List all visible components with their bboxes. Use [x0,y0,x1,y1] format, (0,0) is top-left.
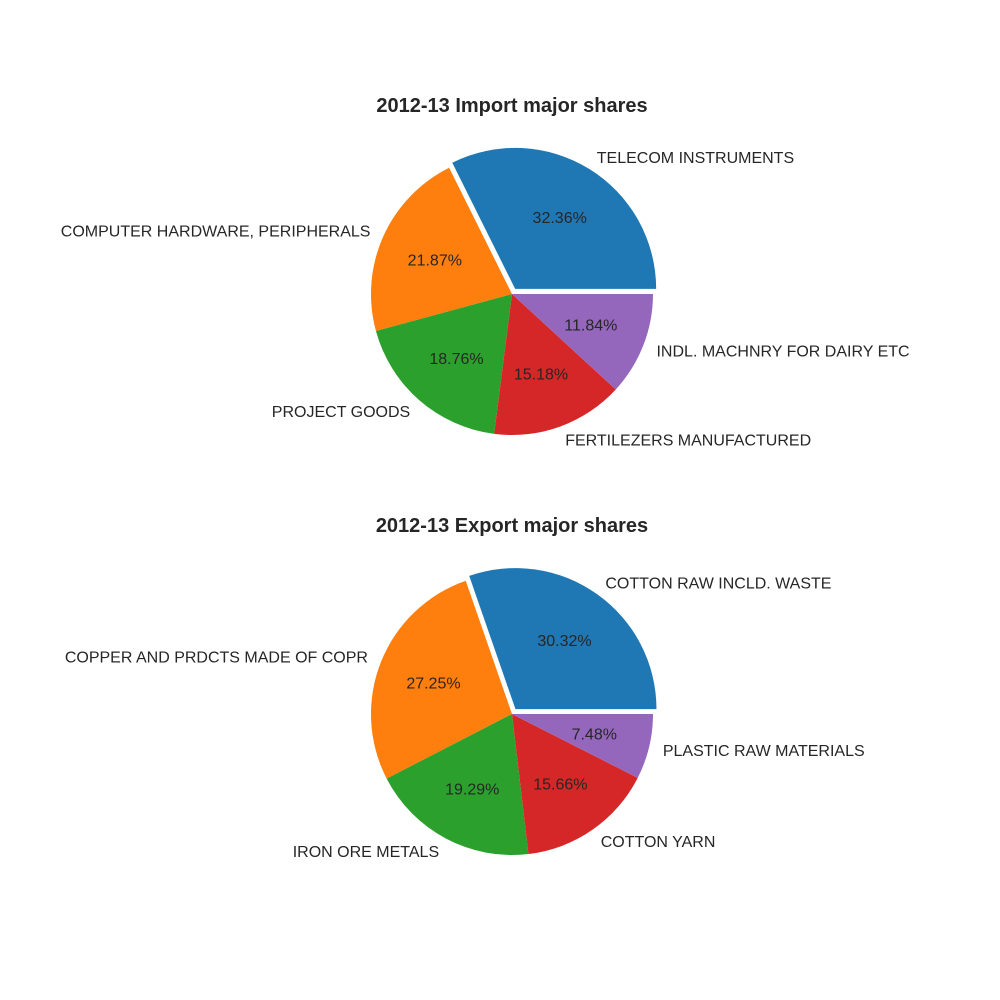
import-slice-1-percent: 21.87% [408,252,462,269]
export-pie: 30.32% COTTON RAW INCLD. WASTE 27.25% COPPE… [65,568,865,861]
import-slice-1 [371,167,512,331]
import-slice-3-percent: 15.18% [514,366,568,383]
import-pie: 32.36% TELECOM INSTRUMENTS 21.87% COMPUTER … [61,147,910,450]
import-slice-4-label: INDL. MACHNRY FOR DAIRY ETC [656,343,909,360]
export-slice-4-percent: 7.48% [572,727,617,744]
import-slice-2-percent: 18.76% [429,351,483,368]
import-slice-4-percent: 11.84% [564,318,617,335]
export-slice-3-percent: 15.66% [533,776,587,793]
import-slice-3 [494,294,616,435]
import-slice-2 [375,294,512,434]
import-slice-0-label: TELECOM INSTRUMENTS [597,150,794,167]
import-slice-3-label: FERTILEZERS MANUFACTURED [565,433,811,450]
export-slice-2-label: IRON ORE METALS [293,844,439,861]
import-slice-0-percent: 32.36% [533,210,587,227]
import-slice-2-label: PROJECT GOODS [272,404,410,421]
export-slice-3-label: COTTON YARN [601,834,716,851]
export-slice-3 [512,714,638,855]
import-slice-4 [512,294,653,390]
export-slice-0 [469,568,657,710]
export-chart-title: 2012-13 Export major shares [376,515,648,537]
import-slice-1-label: COMPUTER HARDWARE, PERIPHERALS [61,224,371,241]
export-slice-0-label: COTTON RAW INCLD. WASTE [605,576,831,593]
export-slice-4-label: PLASTIC RAW MATERIALS [663,743,865,760]
import-chart-title: 2012-13 Import major shares [376,95,647,117]
export-slice-1-percent: 27.25% [406,676,460,693]
export-slice-0-percent: 30.32% [537,633,591,650]
export-slice-1 [371,580,512,779]
import-slice-0 [452,147,657,289]
export-slice-4 [512,714,653,778]
export-slice-2 [386,714,529,856]
export-slice-1-label: COPPER AND PRDCTS MADE OF COPR [65,649,368,666]
export-slice-2-percent: 19.29% [445,782,499,799]
